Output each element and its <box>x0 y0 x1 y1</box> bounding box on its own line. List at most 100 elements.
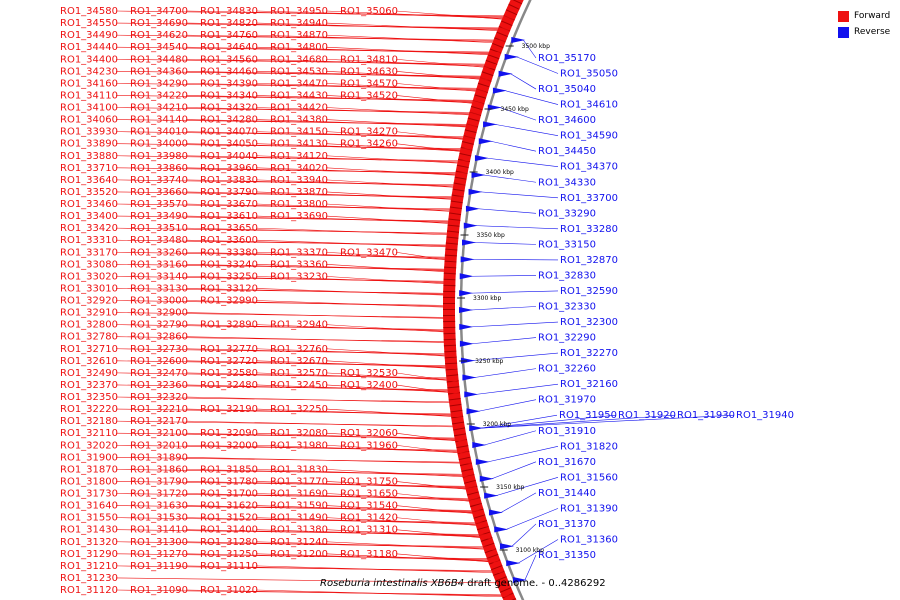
forward-gene-label: RO1_34440 <box>60 42 118 53</box>
forward-callout-line <box>255 227 458 236</box>
forward-gene-label: RO1_34570 <box>340 78 398 89</box>
forward-gene-label: RO1_31190 <box>130 561 188 572</box>
reverse-callout-line <box>471 290 559 294</box>
forward-callout-line <box>185 300 455 307</box>
forward-gene-label: RO1_31230 <box>60 573 118 584</box>
forward-gene-label: RO1_31690 <box>270 489 328 500</box>
forward-gene-label: RO1_34260 <box>340 139 398 150</box>
forward-labels: RO1_34580 RO1_34700 RO1_34830 RO1_34950 RO1_… <box>60 6 516 598</box>
forward-gene-label: RO1_34830 <box>200 6 258 17</box>
reverse-callout-line <box>481 414 617 429</box>
reverse-feature-arrow <box>462 239 477 246</box>
forward-gene-label: RO1_32060 <box>340 428 398 439</box>
forward-gene-label: RO1_34540 <box>130 42 188 53</box>
forward-gene-label: RO1_31410 <box>130 525 188 536</box>
reverse-gene-label: RO1_34370 <box>560 162 618 173</box>
reverse-gene-label: RO1_31910 <box>538 426 596 437</box>
forward-gene-label: RO1_32570 <box>270 368 328 379</box>
legend: Forward Reverse <box>838 8 898 40</box>
forward-gene-label: RO1_32890 <box>200 320 258 331</box>
reverse-gene-label: RO1_31930 <box>677 410 735 421</box>
forward-gene-label: RO1_34130 <box>270 139 328 150</box>
forward-gene-label: RO1_32610 <box>60 356 118 367</box>
forward-gene-label: RO1_31430 <box>60 525 118 536</box>
forward-callout-line <box>325 95 484 104</box>
forward-callout-line <box>395 517 488 527</box>
reverse-gene-label: RO1_35050 <box>560 69 618 80</box>
organism-name: Roseburia intestinalis XB6B4 <box>320 578 465 589</box>
forward-callout-line <box>325 348 456 358</box>
forward-callout-line <box>185 143 472 150</box>
reverse-gene-label: RO1_32160 <box>560 379 618 390</box>
forward-callout-line <box>255 22 510 31</box>
reverse-callout-line <box>480 191 559 199</box>
forward-callout-line <box>185 493 480 500</box>
legend-forward: Forward <box>838 8 898 24</box>
forward-gene-label: RO1_34680 <box>270 54 328 65</box>
reverse-callout-line <box>481 414 676 429</box>
forward-gene-label: RO1_31300 <box>130 537 188 548</box>
forward-callout-line <box>185 155 469 163</box>
forward-gene-label: RO1_34460 <box>200 66 258 77</box>
reverse-callout-line <box>486 157 559 168</box>
reverse-callout-line <box>511 523 537 547</box>
forward-gene-label: RO1_31890 <box>130 452 188 463</box>
forward-callout-line <box>185 565 504 573</box>
forward-gene-label: RO1_34290 <box>130 78 188 89</box>
reverse-gene-label: RO1_33150 <box>538 239 596 250</box>
forward-gene-label: RO1_34630 <box>340 66 398 77</box>
forward-gene-label: RO1_33000 <box>130 296 188 307</box>
forward-gene-label: RO1_34270 <box>340 127 398 138</box>
forward-gene-label: RO1_31540 <box>340 501 398 512</box>
forward-gene-label: RO1_32110 <box>60 428 118 439</box>
forward-gene-label: RO1_33890 <box>60 139 118 150</box>
reverse-feature-arrow <box>488 509 503 516</box>
forward-gene-label: RO1_34160 <box>60 78 118 89</box>
reverse-gene-label: RO1_31940 <box>736 410 794 421</box>
forward-gene-label: RO1_33490 <box>130 211 188 222</box>
reverse-feature-arrow <box>459 290 474 297</box>
forward-gene-label: RO1_34550 <box>60 18 118 29</box>
forward-gene-label: RO1_32530 <box>340 368 398 379</box>
forward-gene-label: RO1_33790 <box>200 187 258 198</box>
forward-gene-label: RO1_34870 <box>270 30 328 41</box>
reverse-gene-label: RO1_33290 <box>538 208 596 219</box>
forward-gene-label: RO1_33370 <box>270 247 328 258</box>
forward-callout-line <box>185 288 455 295</box>
forward-gene-label: RO1_32770 <box>200 344 258 355</box>
forward-gene-label: RO1_34810 <box>340 54 398 65</box>
forward-gene-label: RO1_31700 <box>200 489 258 500</box>
forward-callout-line <box>325 372 458 382</box>
forward-gene-label: RO1_32710 <box>60 344 118 355</box>
forward-gene-label: RO1_33460 <box>60 199 118 210</box>
forward-gene-label: RO1_33570 <box>130 199 188 210</box>
forward-callout-line <box>325 46 500 56</box>
reverse-gene-label: RO1_31950 <box>559 410 617 421</box>
forward-gene-label: RO1_33940 <box>270 175 328 186</box>
forward-callout-line <box>395 481 478 491</box>
forward-gene-label: RO1_34400 <box>60 54 118 65</box>
tick-label: 3200 kbp <box>483 421 511 428</box>
forward-gene-label: RO1_33120 <box>200 283 258 294</box>
reverse-callout-line <box>470 306 537 311</box>
legend-reverse-label: Reverse <box>854 27 891 37</box>
reverse-feature-arrow <box>466 408 481 415</box>
reverse-callout-line <box>491 461 537 480</box>
forward-gene-label: RO1_32940 <box>270 320 328 331</box>
forward-gene-label: RO1_32450 <box>270 380 328 391</box>
forward-gene-label: RO1_32480 <box>200 380 258 391</box>
forward-gene-label: RO1_33130 <box>130 283 188 294</box>
forward-gene-label: RO1_34520 <box>340 90 398 101</box>
position-ticks: 3500 kbp 3450 kbp 3400 kbp 3350 kbp 3300 kbp… <box>457 43 550 554</box>
forward-gene-label: RO1_33400 <box>60 211 118 222</box>
forward-gene-label: RO1_31870 <box>60 464 118 475</box>
forward-callout-line <box>185 553 500 561</box>
reverse-feature-arrow <box>512 577 527 583</box>
forward-swatch <box>838 10 849 22</box>
forward-gene-label: RO1_34100 <box>60 103 118 114</box>
forward-callout-line <box>255 288 455 296</box>
genome-caption: Roseburia intestinalis XB6B4 draft genom… <box>320 578 606 589</box>
reverse-callout-line <box>476 383 559 395</box>
forward-gene-label: RO1_32800 <box>60 320 118 331</box>
forward-gene-label: RO1_34020 <box>270 163 328 174</box>
